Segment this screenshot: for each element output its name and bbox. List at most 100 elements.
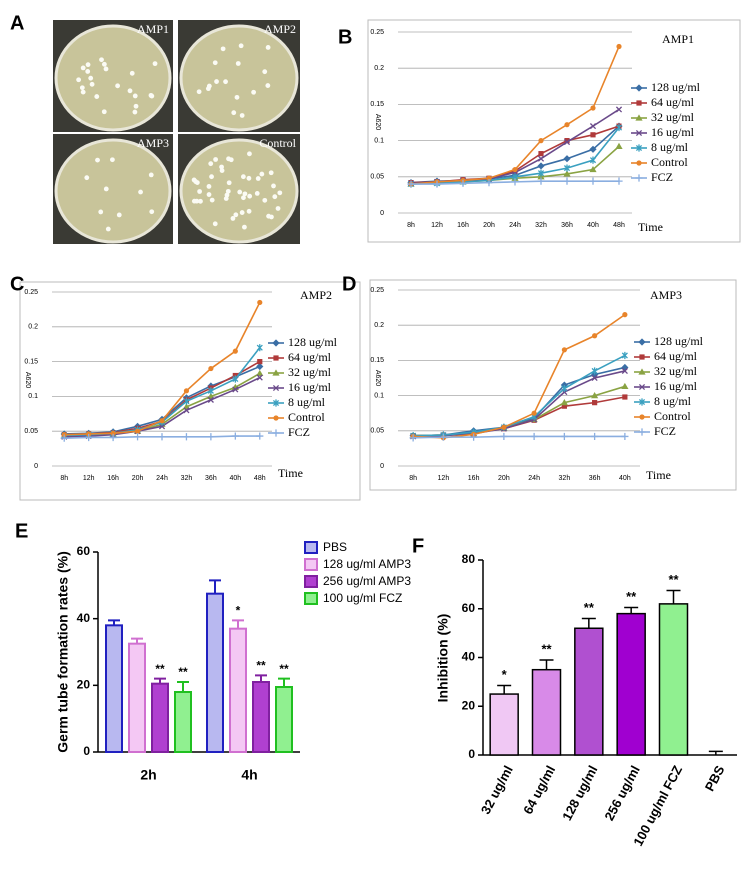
legend-label: 16 ug/ml (654, 379, 698, 393)
series-line (413, 354, 626, 437)
marker (589, 165, 597, 173)
legend-swatch (304, 575, 318, 588)
marker (537, 177, 545, 185)
colony (132, 109, 138, 115)
x-tick-label: 8h (407, 222, 415, 229)
marker (60, 434, 68, 442)
x-tick-label: 12h (83, 475, 95, 482)
colony (239, 113, 245, 118)
x-tick-label: 16h (468, 475, 480, 482)
colony (138, 189, 143, 195)
marker (272, 369, 280, 376)
marker (591, 374, 598, 382)
x-tick-label: 20h (132, 475, 144, 482)
x-tick-label: 32h (559, 475, 571, 482)
x-tick-label: 32h (535, 222, 547, 229)
x-axis-label: Time (278, 466, 303, 480)
y-axis-label: A620 (374, 114, 381, 130)
legend-label: 8 ug/ml (654, 394, 692, 408)
error-bar (154, 677, 166, 684)
marker (207, 433, 215, 441)
colony (101, 109, 107, 115)
marker (561, 347, 567, 353)
petri-dish (179, 24, 299, 132)
marker (512, 166, 518, 173)
marker (134, 428, 141, 434)
colony (206, 83, 212, 89)
x-tick-label: 2h (140, 767, 156, 783)
legend-label: 32 ug/ml (288, 365, 332, 379)
marker (182, 433, 191, 441)
y-tick-label: 0.15 (370, 101, 384, 108)
bar (174, 691, 192, 753)
colony (226, 180, 232, 186)
petri-dish (54, 138, 172, 244)
marker (635, 174, 643, 182)
legend-label: 64 ug/ml (654, 349, 698, 363)
colony (242, 224, 247, 230)
legend-label: 100 ug/ml FCZ (323, 591, 402, 605)
marker (638, 428, 646, 436)
x-tick-label: 36h (561, 222, 573, 229)
error-bar (108, 619, 120, 626)
marker (256, 374, 263, 381)
marker (272, 399, 280, 407)
marker (590, 105, 596, 111)
marker (256, 369, 264, 377)
colony (265, 83, 271, 88)
marker (208, 365, 214, 372)
colony (213, 157, 218, 162)
colony (212, 221, 218, 227)
colony (116, 212, 122, 218)
marker (257, 359, 263, 365)
marker (635, 129, 643, 137)
x-tick-label: 8h (60, 475, 68, 482)
colony (129, 70, 135, 76)
marker (621, 382, 629, 390)
significance: ** (155, 662, 165, 676)
panel-label: D (342, 273, 356, 295)
error-bar (209, 579, 221, 594)
error-bar (255, 674, 267, 682)
colony (251, 89, 257, 95)
marker (622, 312, 628, 318)
panel-label: A (10, 12, 24, 34)
marker (537, 162, 545, 170)
significance: ** (584, 600, 595, 615)
error-bar (581, 617, 596, 629)
x-tick-label: 24h (156, 475, 168, 482)
bar (206, 592, 224, 754)
colony (237, 189, 243, 195)
bar (531, 668, 562, 756)
marker (615, 123, 623, 132)
marker (564, 122, 570, 128)
marker (158, 433, 166, 441)
marker (589, 156, 597, 164)
colony (225, 188, 231, 194)
error-bar (232, 619, 244, 629)
x-tick-label: 128 ug/ml (559, 763, 600, 823)
colony (234, 94, 240, 100)
marker (256, 362, 264, 371)
marker (563, 170, 571, 177)
y-tick-label: 0 (34, 463, 38, 470)
colony (85, 69, 91, 74)
photo-label: Control (259, 136, 296, 150)
legend-label: 128 ug/ml AMP3 (323, 557, 411, 571)
chart-frame (19, 281, 361, 501)
bar (275, 686, 293, 753)
bar (252, 681, 270, 753)
legend-label: 8 ug/ml (288, 395, 326, 409)
y-tick-label: 0.25 (370, 287, 384, 294)
marker (537, 169, 545, 177)
photo-label: AMP3 (137, 136, 169, 150)
marker (538, 138, 544, 144)
x-tick-label: 40h (229, 475, 241, 482)
x-tick-label: 12h (431, 222, 443, 229)
x-tick-label: 8h (409, 475, 417, 482)
marker (231, 432, 239, 440)
marker (133, 433, 142, 441)
marker (273, 355, 279, 361)
y-tick-label: 0.2 (28, 324, 38, 331)
colony (275, 206, 281, 211)
